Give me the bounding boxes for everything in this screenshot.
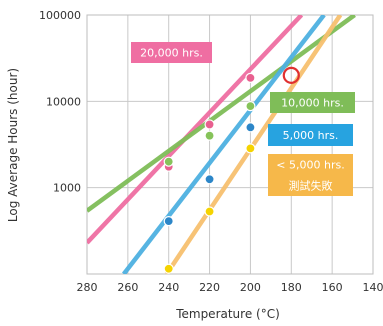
annotation-label-2: 10,000 hrs. <box>281 97 344 110</box>
x-axis-title: Temperature (°C) <box>175 307 280 321</box>
annotation-label-4-1: < 5,000 hrs. <box>276 159 344 172</box>
annotation-box-2 <box>270 92 355 113</box>
data-points-layer <box>163 66 300 274</box>
series-lines-layer <box>87 15 356 274</box>
x-tick-label-240: 240 <box>158 281 179 294</box>
data-point-s3-220 <box>204 174 215 185</box>
data-point-s4-200 <box>245 143 256 154</box>
x-tick-label-160: 160 <box>322 281 343 294</box>
data-point-s4-240 <box>163 263 174 274</box>
data-point-s3-200 <box>245 122 256 133</box>
data-point-s4-220 <box>204 206 215 217</box>
annotation-box-3 <box>268 124 353 146</box>
x-tick-label-260: 260 <box>117 281 138 294</box>
y-axis-title: Log Average Hours (hour) <box>6 68 20 222</box>
series-line-2 <box>87 15 356 213</box>
x-tick-label-200: 200 <box>240 281 261 294</box>
series-line-3 <box>121 15 326 274</box>
plot-frame <box>86 14 374 275</box>
x-tick-label-220: 220 <box>199 281 220 294</box>
highlight-circle <box>282 66 300 84</box>
data-point-s1-200 <box>245 72 256 83</box>
data-point-s2-200 <box>245 101 256 112</box>
series-line-1 <box>87 15 304 245</box>
x-tick-label-280: 280 <box>77 281 98 294</box>
data-point-s2-240 <box>163 156 174 167</box>
data-point-s1-220 <box>204 119 215 130</box>
y-tick-label-10000: 10000 <box>46 95 81 108</box>
x-tick-label-140: 140 <box>363 281 383 294</box>
annotation-label-4-2: 測試失敗 <box>289 179 333 193</box>
y-tick-label-1000: 1000 <box>53 182 81 195</box>
y-tick-label-100000: 100000 <box>39 9 81 22</box>
data-point-s3-240 <box>163 215 174 227</box>
annotation-box-4 <box>268 154 353 196</box>
annotation-layer: 20,000 hrs. 10,000 hrs. 5,000 hrs. < 5,000 … <box>131 42 355 196</box>
data-point-s2-220 <box>204 130 215 141</box>
annotation-label-1: 20,000 hrs. <box>140 47 203 60</box>
annotation-box-1 <box>131 42 212 63</box>
x-tick-label-180: 180 <box>281 281 302 294</box>
axis-layer: 280 260 240 220 200 180 160 140 100000 10000 1000 <box>39 9 383 294</box>
annotation-label-3: 5,000 hrs. <box>283 129 339 142</box>
